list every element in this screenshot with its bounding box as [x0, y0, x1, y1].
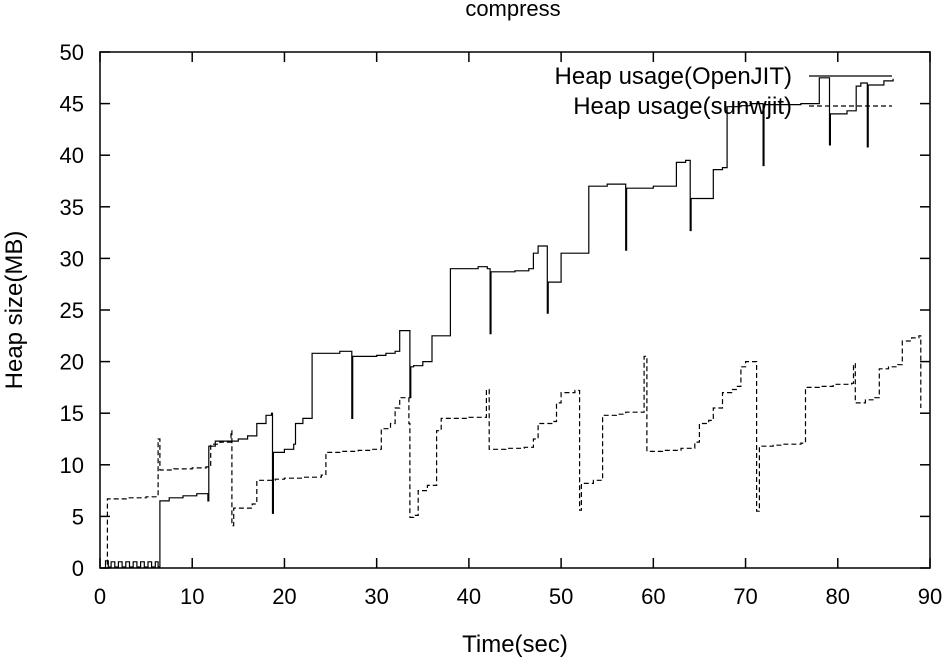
x-tick-label: 30	[364, 584, 388, 609]
y-tick-label: 45	[60, 92, 84, 117]
y-tick-label: 25	[60, 298, 84, 323]
y-tick-label: 15	[60, 401, 84, 426]
y-axis-ticks: 0 5 10 15 20 25 30 35 40 45 50	[60, 40, 930, 581]
y-tick-label: 40	[60, 143, 84, 168]
series-layer	[100, 77, 922, 569]
y-tick-label: 35	[60, 195, 84, 220]
y-tick-label: 10	[60, 453, 84, 478]
series-line	[102, 335, 922, 569]
legend-label: Heap usage(sunwjit)	[573, 93, 792, 120]
y-tick-label: 50	[60, 40, 84, 65]
x-tick-label: 20	[272, 584, 296, 609]
x-tick-label: 80	[826, 584, 850, 609]
plot-area	[99, 51, 931, 569]
x-tick-label: 60	[641, 584, 665, 609]
series-line	[100, 77, 894, 569]
y-tick-label: 20	[60, 350, 84, 375]
y-axis-title: Heap size(MB)	[1, 231, 28, 390]
y-tick-label: 0	[72, 556, 84, 581]
plot-frame	[99, 51, 931, 569]
x-axis-title: Time(sec)	[462, 631, 568, 658]
y-tick-label: 30	[60, 246, 84, 271]
x-tick-label: 40	[457, 584, 481, 609]
x-tick-label: 90	[918, 584, 942, 609]
legend: Heap usage(OpenJIT) Heap usage(sunwjit)	[555, 63, 892, 120]
x-tick-label: 10	[180, 584, 204, 609]
x-axis-ticks: 0 10 20 30 40 50 60 70 80 90	[94, 52, 942, 609]
x-tick-label: 50	[549, 584, 573, 609]
x-tick-label: 0	[94, 584, 106, 609]
chart-title: compress	[465, 0, 560, 21]
y-tick-label: 5	[72, 504, 84, 529]
x-tick-label: 70	[733, 584, 757, 609]
legend-label: Heap usage(OpenJIT)	[555, 63, 792, 90]
